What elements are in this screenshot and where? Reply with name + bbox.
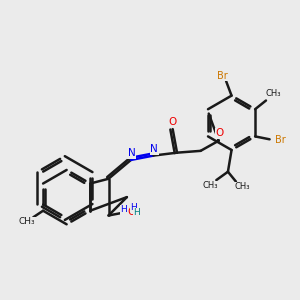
Text: Br: Br [275,135,286,145]
Text: N: N [128,148,136,158]
Text: Br: Br [217,71,228,81]
Text: CH₃: CH₃ [202,181,218,190]
Text: H: H [130,203,137,212]
Text: CH₃: CH₃ [235,182,250,191]
Text: H: H [121,205,128,214]
Text: O: O [127,207,136,217]
Text: CH₃: CH₃ [266,89,281,98]
Text: N: N [150,144,158,154]
Text: H: H [134,208,140,217]
Text: CH₃: CH₃ [19,217,35,226]
Text: O: O [215,128,223,139]
Text: O: O [169,117,177,127]
